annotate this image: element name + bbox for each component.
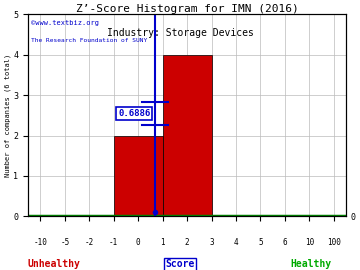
Text: Industry: Storage Devices: Industry: Storage Devices	[107, 28, 253, 38]
Text: The Research Foundation of SUNY: The Research Foundation of SUNY	[31, 38, 148, 43]
Y-axis label: Number of companies (6 total): Number of companies (6 total)	[4, 54, 11, 177]
Title: Z’-Score Histogram for IMN (2016): Z’-Score Histogram for IMN (2016)	[76, 4, 298, 14]
Text: ©www.textbiz.org: ©www.textbiz.org	[31, 20, 99, 26]
Text: Score: Score	[165, 259, 195, 269]
Text: Healthy: Healthy	[291, 259, 332, 269]
Bar	[163, 55, 212, 217]
Text: 0.6886: 0.6886	[118, 109, 150, 118]
Text: Unhealthy: Unhealthy	[28, 259, 80, 269]
Bar	[114, 136, 163, 217]
